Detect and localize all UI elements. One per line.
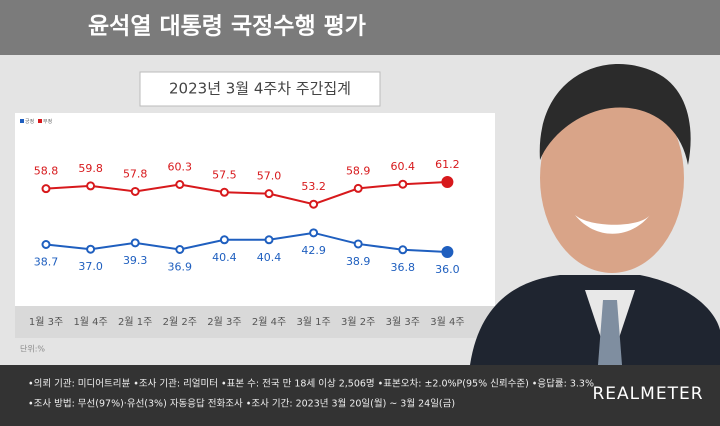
legend-swatch [38,119,42,123]
portrait [470,64,720,365]
data-point [353,183,363,193]
data-point [309,228,319,238]
chart-title: 윤석열 대통령 국정수행 평가 [88,14,366,40]
footer [0,365,720,426]
data-point [41,184,51,194]
x-tick-label: 1월 4주 [73,316,107,328]
data-label: 53.2 [301,180,326,193]
data-label: 42.9 [301,244,326,257]
plot-area [15,113,495,338]
data-point [264,189,274,199]
data-point [86,181,96,191]
data-label: 38.7 [34,256,59,269]
data-label: 60.3 [168,161,193,174]
data-point [41,240,51,249]
data-point [175,180,185,189]
data-point [353,239,363,249]
brand: REALMETER [593,384,704,404]
data-label: 60.4 [391,160,416,173]
data-label: 40.4 [212,251,237,264]
data-label: 59.8 [78,162,103,175]
data-label: 61.2 [435,158,460,171]
unit-note: 단위:% [20,344,45,354]
data-point [175,245,185,254]
x-tick-label: 3월 3주 [386,316,420,328]
data-point [130,238,140,248]
x-tick-label: 3월 2주 [341,316,375,328]
subtitle-box [139,71,381,107]
x-tick-label: 2월 3주 [207,316,241,328]
x-tick-label: 3월 1주 [296,316,330,328]
data-point [219,235,229,245]
data-label: 38.9 [346,255,371,268]
x-tick-label: 2월 1주 [118,316,152,328]
data-point [219,187,229,197]
data-point [398,245,408,255]
title-bar [0,0,720,55]
data-point [441,176,454,188]
data-label: 57.5 [212,168,237,181]
data-label: 36.9 [168,261,193,274]
data-label: 40.4 [257,251,282,264]
data-label: 57.8 [123,167,148,180]
x-tick-label: 3월 4주 [430,316,464,328]
x-tick-label: 2월 2주 [163,316,197,328]
data-label: 58.9 [346,164,371,177]
category-band [15,306,495,338]
data-label: 58.8 [34,165,59,178]
legend-label: 긍정 [25,118,34,125]
data-label: 37.0 [78,260,103,273]
data-label: 57.0 [257,170,282,183]
series-line [45,181,448,206]
data-label: 36.8 [391,261,416,274]
data-label: 36.0 [435,263,460,276]
series-line [45,231,448,253]
data-point [309,199,319,209]
x-tick-label: 1월 3주 [29,316,63,328]
data-point [441,246,454,258]
legend-swatch [20,119,24,123]
legend-label: 부정 [43,118,52,125]
data-point [130,186,140,196]
data-point [86,244,96,254]
subtitle: 2023년 3월 4주차 주간집계 [169,80,351,98]
note: •조사 방법: 무선(97%)·유선(3%) 자동응답 전화조사 •조사 기간:… [28,398,455,410]
data-point [398,179,408,189]
data-point [264,235,274,245]
note: •의뢰 기관: 미디어트리뷴 •조사 기관: 리얼미터 •표본 수: 전국 만 … [28,378,594,390]
x-tick-label: 2월 4주 [252,316,286,328]
data-label: 39.3 [123,254,148,267]
